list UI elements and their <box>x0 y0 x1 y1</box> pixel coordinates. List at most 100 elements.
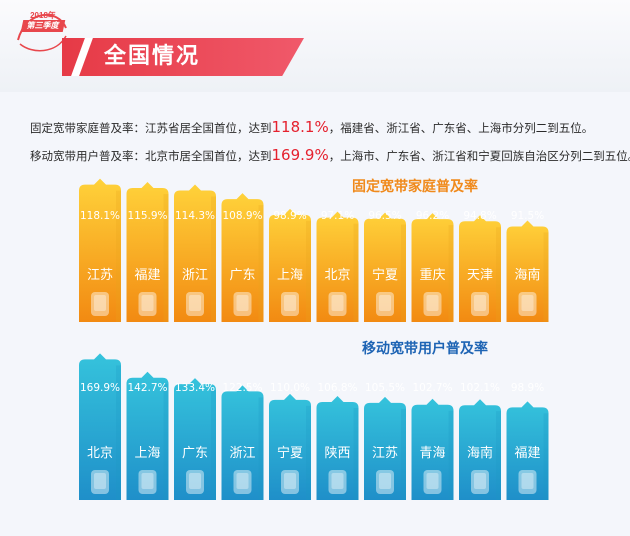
bar-body <box>411 398 454 500</box>
bar-body <box>174 184 216 322</box>
value-label: 110.0% <box>270 382 310 394</box>
bar-shade <box>211 390 216 500</box>
phone-icon <box>91 470 109 494</box>
value-label: 169.9% <box>80 382 120 394</box>
phone-icon <box>423 470 442 494</box>
value-label: 98.9% <box>273 210 306 222</box>
value-label: 122.5% <box>222 382 262 394</box>
bar-body <box>79 178 121 322</box>
phone-icon <box>518 470 537 494</box>
value-label: 106.8% <box>317 382 357 394</box>
bar-shade <box>306 220 311 322</box>
value-label: 142.7% <box>127 382 167 394</box>
value-label: 96.5% <box>368 210 401 222</box>
phone-icon <box>328 470 347 494</box>
bar-shade <box>543 232 549 322</box>
summary-fixed-tail: ，福建省、浙江省、广东省、上海市分列二到五位。 <box>328 121 594 135</box>
page-title: 全国情况 <box>104 44 201 69</box>
bar-fixed-7: 96.2% 重庆 <box>411 210 454 322</box>
bar-shade <box>496 227 501 322</box>
value-label: 115.9% <box>127 210 167 222</box>
value-label: 114.3% <box>175 210 215 222</box>
bar-body <box>269 208 311 322</box>
title-ribbon <box>62 38 304 76</box>
category-label: 浙江 <box>182 268 208 283</box>
bar-body <box>79 353 121 500</box>
bar-body <box>126 371 169 500</box>
category-label: 福建 <box>514 446 540 461</box>
summary-line-mobile: 移动宽带用户普及率：北京市居全国首位，达到169.9%，上海市、广东省、浙江省和… <box>30 146 630 164</box>
bar-shade <box>306 405 311 500</box>
bar-body <box>506 401 549 500</box>
bar-fixed-6: 96.5% 宁夏 <box>364 210 406 322</box>
value-label: 94.8% <box>463 210 496 222</box>
phone-icon <box>471 470 489 494</box>
bar-body <box>269 393 311 500</box>
category-label: 海南 <box>467 445 493 461</box>
bar-fixed-1: 115.9% 福建 <box>126 182 169 322</box>
bar-mobile-4: 110.0% 宁夏 <box>269 382 311 500</box>
phone-icon <box>281 292 299 316</box>
value-label: 97.1% <box>321 210 354 222</box>
category-label: 广东 <box>229 268 255 283</box>
bar-mobile-9: 98.9% 福建 <box>506 382 549 500</box>
phone-icon <box>233 292 252 316</box>
category-label: 北京 <box>87 446 113 461</box>
value-label: 102.7% <box>412 382 452 394</box>
category-label: 陕西 <box>324 446 350 461</box>
summary-fixed-lead: 固定宽带家庭普及率：江苏省居全国首位，达到 <box>30 121 272 135</box>
phone-icon <box>138 292 157 316</box>
bar-body <box>364 396 406 500</box>
bar-body <box>221 193 264 322</box>
bar-mobile-7: 102.7% 青海 <box>411 382 454 500</box>
bar-body <box>506 220 549 322</box>
category-label: 宁夏 <box>277 445 303 461</box>
category-label: 福建 <box>134 268 160 283</box>
phone-icon <box>328 292 347 316</box>
phone-icon <box>281 470 299 494</box>
summary-line-fixed: 固定宽带家庭普及率：江苏省居全国首位，达到118.1%，福建省、浙江省、广东省、… <box>30 118 593 136</box>
bar-fixed-4: 98.9% 上海 <box>269 208 311 322</box>
phone-icon <box>138 470 157 494</box>
bar-body <box>316 396 359 500</box>
value-label: 91.5% <box>511 210 544 222</box>
bar-mobile-0: 169.9% 北京 <box>79 353 121 500</box>
bar-fixed-2: 114.3% 浙江 <box>174 184 216 322</box>
bar-shade <box>401 408 406 500</box>
category-label: 广东 <box>182 446 208 461</box>
phone-icon <box>423 292 442 316</box>
value-label: 98.9% <box>511 382 544 394</box>
badge-year: 2018年 <box>30 11 56 20</box>
bar-fixed-5: 97.1% 北京 <box>316 210 359 322</box>
bar-body <box>174 378 216 500</box>
phone-icon <box>376 470 394 494</box>
chart-mobile-broadband: 169.9% 北京 142.7% 上海 133.4% 广东 122.5% 浙江 110.0% 宁夏… <box>79 353 549 500</box>
category-label: 宁夏 <box>372 267 398 283</box>
value-label: 96.2% <box>416 210 449 222</box>
bar-body <box>316 211 359 322</box>
bar-shade <box>258 397 264 500</box>
category-label: 上海 <box>134 446 160 461</box>
bar-shade <box>116 190 121 322</box>
bar-shade <box>163 194 169 322</box>
category-label: 上海 <box>277 268 303 283</box>
category-label: 江苏 <box>372 445 398 461</box>
bar-shade <box>258 205 264 322</box>
bar-body <box>459 399 501 500</box>
bar-body <box>364 212 406 322</box>
bar-shade <box>163 383 169 500</box>
bar-body <box>221 385 264 500</box>
phone-icon <box>186 470 204 494</box>
bar-body <box>126 182 169 322</box>
bar-fixed-9: 91.5% 海南 <box>506 210 549 322</box>
bar-mobile-8: 102.1% 海南 <box>459 382 501 500</box>
phone-icon <box>376 292 394 316</box>
bar-shade <box>116 365 121 500</box>
phone-icon <box>471 292 489 316</box>
bar-shade <box>448 225 454 322</box>
phone-icon <box>518 292 537 316</box>
category-label: 海南 <box>514 267 540 283</box>
summary-mobile-value: 169.9% <box>271 146 329 164</box>
category-label: 天津 <box>467 268 493 283</box>
